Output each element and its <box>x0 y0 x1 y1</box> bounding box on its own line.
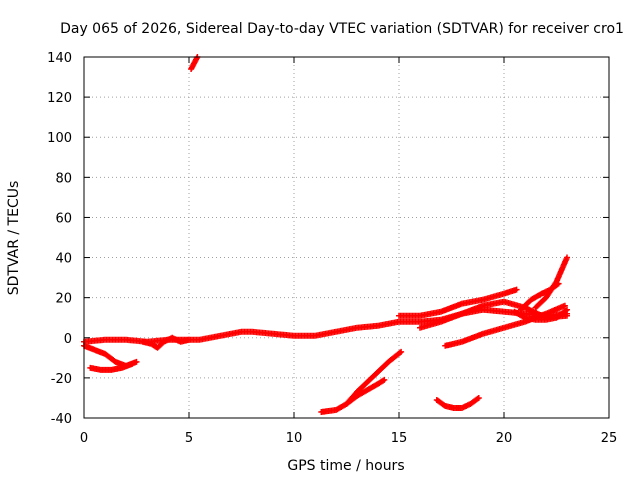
data-point <box>129 360 136 367</box>
x-tick-label: 25 <box>601 431 618 446</box>
y-tick-label: 60 <box>55 211 72 226</box>
y-tick-label: 100 <box>47 131 72 146</box>
series-low-start <box>87 360 136 373</box>
x-tick-label: 15 <box>391 431 408 446</box>
plot-area <box>81 54 570 415</box>
y-tick-label: 40 <box>55 252 72 267</box>
data-point <box>381 376 388 383</box>
data-point <box>396 349 403 356</box>
data-point <box>474 395 481 402</box>
data-point <box>475 394 482 401</box>
y-axis-label: SDTVAR / TECUs <box>6 181 22 296</box>
series-upper-band-15-20 <box>396 286 520 319</box>
x-tick-label: 5 <box>185 431 193 446</box>
series-wiggle-3-5 <box>139 334 192 351</box>
y-tick-label: 0 <box>64 332 72 347</box>
y-tick-label: 20 <box>55 292 72 307</box>
series-mid-band-16-23 <box>417 298 570 331</box>
x-axis-label: GPS time / hours <box>287 458 404 474</box>
x-tick-label: 10 <box>286 431 303 446</box>
series-rise-to-15 <box>343 348 405 407</box>
y-tick-label: 80 <box>55 171 72 186</box>
y-tick-label: 120 <box>47 91 72 106</box>
y-tick-label: -20 <box>51 372 72 387</box>
series-lower-band-20-23 <box>511 306 570 323</box>
axis-ticks: 0 5 10 15 20 25 -40 -20 0 20 40 60 80 100 120 140 <box>47 51 617 446</box>
y-tick-label: -40 <box>51 412 72 427</box>
y-tick-label: 140 <box>47 51 72 66</box>
series-arc-17-18 <box>433 394 482 411</box>
x-tick-label: 0 <box>80 431 88 446</box>
x-tick-label: 20 <box>496 431 513 446</box>
data-point <box>398 348 405 355</box>
data-point <box>554 281 561 288</box>
data-point <box>186 336 192 343</box>
data-point <box>564 306 570 313</box>
data-point <box>562 307 569 314</box>
series-bump-21 <box>517 280 562 313</box>
data-point <box>561 302 568 309</box>
data-point <box>564 312 570 319</box>
data-point <box>564 254 570 261</box>
data-point <box>133 358 140 365</box>
series-steep-end-rise <box>532 254 570 311</box>
series-descending-arc <box>318 376 388 415</box>
chart-title: Day 065 of 2026, Sidereal Day-to-day VTE… <box>60 21 624 37</box>
data-point <box>555 280 562 287</box>
plot-border <box>83 56 610 419</box>
grid-lines <box>84 57 609 418</box>
data-point <box>513 286 520 293</box>
